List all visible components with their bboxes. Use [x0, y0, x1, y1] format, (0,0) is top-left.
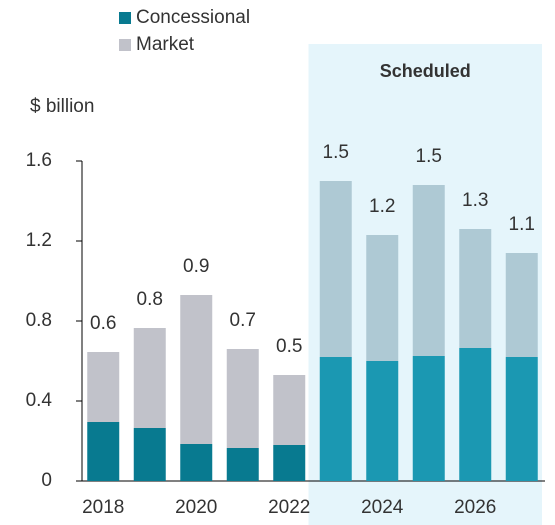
total-label: 0.7: [230, 310, 256, 331]
bar-segment: [505, 253, 538, 357]
bar-segment: [412, 185, 445, 356]
x-tick-label: 2026: [454, 497, 496, 518]
total-label: 0.9: [183, 256, 209, 277]
bar-segment: [273, 445, 306, 481]
bar-segment: [87, 422, 120, 481]
total-label: 0.6: [90, 313, 116, 334]
total-label: 0.8: [137, 289, 163, 310]
bar-segment: [319, 181, 352, 357]
bar-segment: [459, 229, 492, 348]
x-tick-label: 2018: [82, 497, 124, 518]
bar-segment: [180, 295, 213, 444]
y-tick-label: 1.2: [26, 230, 52, 251]
x-tick-label: 2024: [361, 497, 404, 518]
y-tick-label: 0: [41, 470, 52, 491]
legend-label: Concessional: [136, 7, 250, 28]
total-label: 1.5: [416, 146, 442, 167]
bar-segment: [505, 357, 538, 481]
total-label: 1.2: [369, 196, 395, 217]
x-tick-label: 2022: [268, 497, 310, 518]
bar-segment: [226, 448, 259, 481]
total-label: 1.5: [323, 142, 349, 163]
legend-label: Market: [136, 34, 195, 55]
bar-segment: [319, 357, 352, 481]
legend-swatch: [119, 39, 131, 51]
bar-segment: [412, 356, 445, 481]
bar-segment: [366, 235, 399, 361]
bar-segment: [133, 428, 166, 481]
bar-segment: [273, 375, 306, 445]
y-axis-label: $ billion: [30, 96, 94, 117]
bar-segment: [459, 348, 492, 481]
bar-segment: [366, 361, 399, 481]
bar-segment: [133, 328, 166, 428]
total-label: 1.3: [462, 190, 488, 211]
y-tick-label: 0.4: [26, 390, 53, 411]
shaded-region-label: Scheduled: [380, 61, 471, 81]
bar-segment: [87, 352, 120, 422]
x-tick-label: 2020: [175, 497, 217, 518]
total-label: 1.1: [509, 214, 535, 235]
legend-swatch: [119, 12, 131, 24]
total-label: 0.5: [276, 336, 302, 357]
bar-segment: [180, 444, 213, 481]
bar-segment: [226, 349, 259, 448]
y-tick-label: 1.6: [26, 150, 52, 171]
y-tick-label: 0.8: [26, 310, 52, 331]
